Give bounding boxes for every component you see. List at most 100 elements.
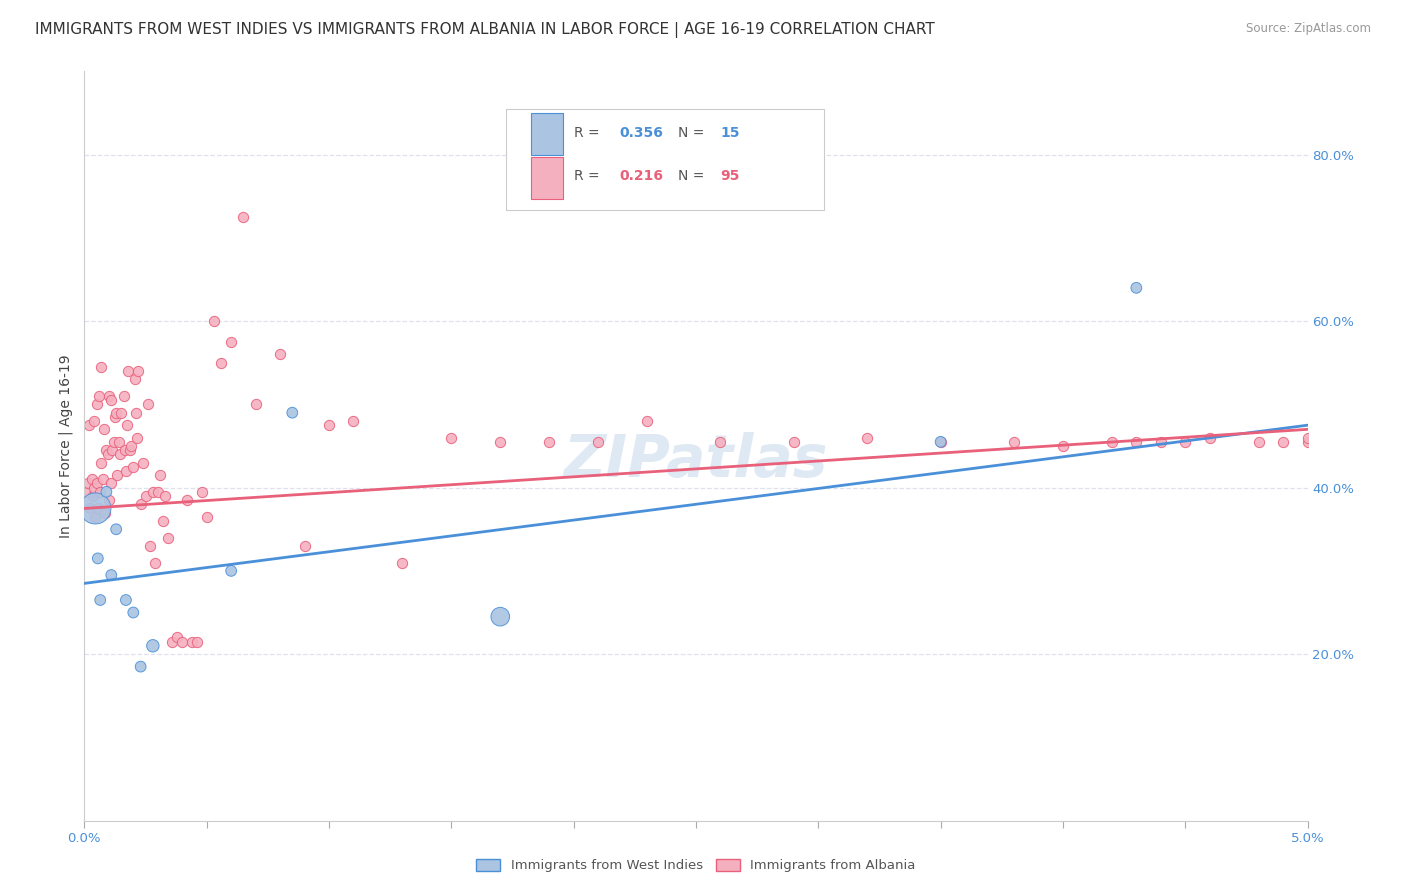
- Point: [115, 418, 138, 433]
- Point: [97, 493, 120, 508]
- Text: 95: 95: [720, 169, 740, 183]
- FancyBboxPatch shape: [531, 113, 562, 155]
- Text: 0.216: 0.216: [619, 169, 662, 183]
- Point: [1052, 439, 1074, 453]
- Point: [1125, 434, 1147, 449]
- Point: [318, 418, 340, 433]
- Point: [100, 568, 122, 582]
- Point: [127, 364, 149, 378]
- Text: R =: R =: [574, 169, 603, 183]
- Point: [219, 334, 242, 349]
- Point: [135, 489, 157, 503]
- Point: [142, 484, 165, 499]
- Point: [97, 447, 120, 461]
- Point: [129, 659, 152, 673]
- Point: [83, 414, 105, 428]
- Point: [139, 539, 162, 553]
- Point: [125, 431, 148, 445]
- Point: [186, 634, 208, 648]
- Point: [117, 364, 139, 378]
- Point: [391, 556, 413, 570]
- Point: [143, 556, 166, 570]
- Point: [84, 509, 107, 524]
- Point: [538, 434, 561, 449]
- Point: [96, 484, 118, 499]
- Point: [149, 468, 172, 483]
- Point: [136, 397, 159, 411]
- Point: [89, 593, 111, 607]
- Point: [152, 514, 174, 528]
- Point: [97, 389, 120, 403]
- Point: [132, 456, 155, 470]
- Point: [124, 372, 146, 386]
- Point: [1125, 281, 1147, 295]
- Point: [77, 476, 100, 491]
- Point: [153, 489, 176, 503]
- Point: [86, 476, 108, 491]
- Point: [1296, 434, 1319, 449]
- Point: [96, 443, 118, 458]
- Point: [87, 551, 110, 566]
- Point: [100, 476, 122, 491]
- Point: [342, 414, 364, 428]
- Point: [1174, 434, 1197, 449]
- Point: [107, 434, 129, 449]
- Point: [87, 389, 110, 403]
- Point: [87, 501, 110, 516]
- Point: [76, 484, 98, 499]
- Point: [440, 431, 463, 445]
- Point: [245, 397, 267, 411]
- Point: [709, 434, 731, 449]
- Point: [105, 522, 128, 536]
- Point: [232, 210, 254, 224]
- Point: [929, 434, 952, 449]
- Point: [114, 443, 136, 458]
- Point: [115, 593, 138, 607]
- Point: [176, 493, 198, 508]
- Point: [202, 314, 225, 328]
- Point: [89, 484, 111, 499]
- Point: [84, 501, 107, 516]
- Text: ZIPatlas: ZIPatlas: [564, 433, 828, 490]
- Text: N =: N =: [678, 169, 709, 183]
- Point: [82, 489, 104, 503]
- Point: [100, 393, 122, 408]
- Text: IMMIGRANTS FROM WEST INDIES VS IMMIGRANTS FROM ALBANIA IN LABOR FORCE | AGE 16-1: IMMIGRANTS FROM WEST INDIES VS IMMIGRANT…: [35, 22, 935, 38]
- Point: [181, 634, 204, 648]
- Point: [209, 356, 232, 370]
- Point: [129, 497, 152, 511]
- Point: [108, 447, 131, 461]
- Point: [90, 359, 112, 374]
- Point: [1150, 434, 1173, 449]
- Point: [77, 418, 100, 433]
- Point: [783, 434, 806, 449]
- Point: [162, 634, 184, 648]
- Point: [105, 468, 128, 483]
- Point: [110, 406, 132, 420]
- Point: [269, 347, 291, 361]
- Point: [83, 481, 105, 495]
- Text: N =: N =: [678, 126, 709, 140]
- Point: [1198, 431, 1220, 445]
- Point: [1101, 434, 1123, 449]
- Point: [118, 443, 141, 458]
- Point: [91, 472, 114, 486]
- Point: [191, 484, 214, 499]
- Point: [1002, 434, 1025, 449]
- Point: [125, 406, 148, 420]
- Point: [142, 639, 165, 653]
- Point: [79, 501, 101, 516]
- Point: [856, 431, 879, 445]
- Text: 0.356: 0.356: [619, 126, 662, 140]
- Point: [122, 606, 145, 620]
- Point: [1247, 434, 1270, 449]
- FancyBboxPatch shape: [531, 157, 562, 199]
- Point: [1272, 434, 1295, 449]
- FancyBboxPatch shape: [506, 109, 824, 210]
- Point: [86, 397, 108, 411]
- Point: [122, 459, 145, 474]
- Point: [489, 609, 512, 624]
- Text: R =: R =: [574, 126, 603, 140]
- Point: [103, 434, 125, 449]
- Point: [94, 506, 117, 520]
